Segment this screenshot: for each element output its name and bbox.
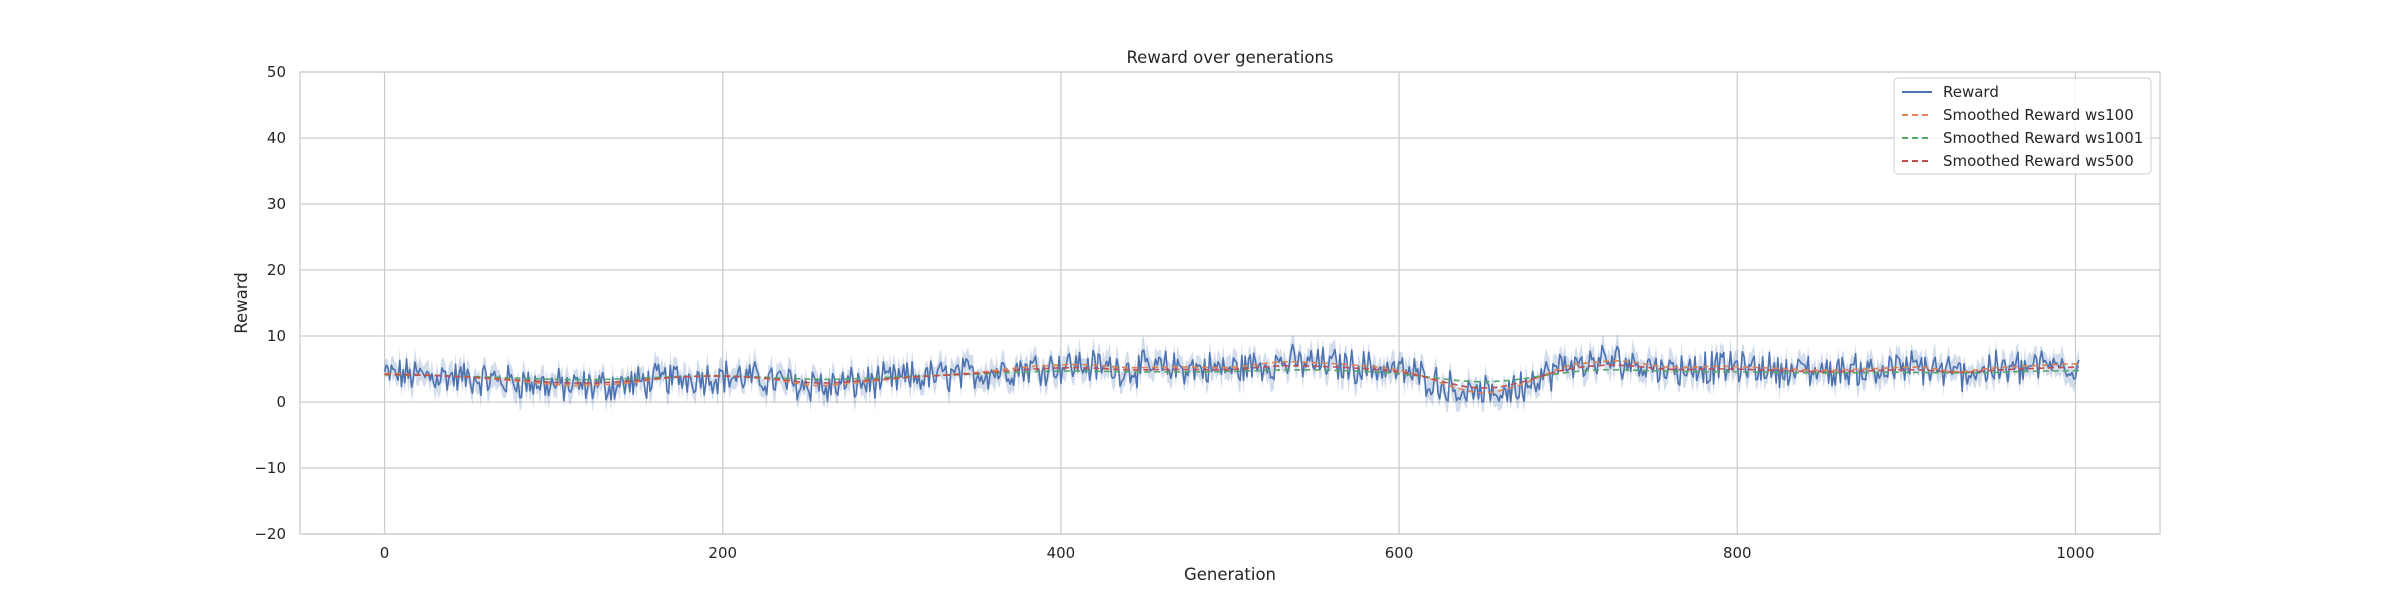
- y-tick-label: 0: [276, 393, 286, 411]
- y-tick-label: 10: [267, 327, 286, 345]
- y-tick-label: 50: [267, 63, 286, 81]
- y-tick-label: −10: [254, 459, 286, 477]
- x-tick-label: 800: [1723, 544, 1752, 562]
- x-axis-ticks: 0 200 400 600 800 1000: [380, 544, 2095, 562]
- legend: Reward Smoothed Reward ws100 Smoothed Re…: [1893, 77, 2152, 175]
- y-axis-ticks: −20 −10 0 10 20 30 40 50: [254, 63, 286, 543]
- y-tick-label: 40: [267, 129, 286, 147]
- x-tick-label: 200: [708, 544, 737, 562]
- series-layer: [383, 343, 2080, 403]
- x-tick-label: 400: [1047, 544, 1076, 562]
- legend-label-reward: Reward: [1943, 83, 1999, 101]
- legend-label-ws1001: Smoothed Reward ws1001: [1943, 129, 2143, 147]
- chart-title: Reward over generations: [1126, 48, 1333, 67]
- smoothed-ws1001-line: [384, 368, 2079, 383]
- reward-line: [383, 343, 2080, 403]
- legend-frame: [1893, 77, 2152, 175]
- legend-label-ws100: Smoothed Reward ws100: [1943, 106, 2134, 124]
- x-tick-label: 600: [1385, 544, 1414, 562]
- y-axis-label: Reward: [232, 272, 251, 333]
- y-tick-label: −20: [254, 525, 286, 543]
- x-tick-label: 0: [380, 544, 390, 562]
- y-tick-label: 20: [267, 261, 286, 279]
- x-tick-label: 1000: [2056, 544, 2094, 562]
- smoothed-ws500-line: [384, 364, 2079, 389]
- legend-label-ws500: Smoothed Reward ws500: [1943, 152, 2134, 170]
- y-tick-label: 30: [267, 195, 286, 213]
- plot-area: [300, 72, 2160, 534]
- x-axis-label: Generation: [1184, 565, 1276, 584]
- plot-frame: [299, 71, 2161, 535]
